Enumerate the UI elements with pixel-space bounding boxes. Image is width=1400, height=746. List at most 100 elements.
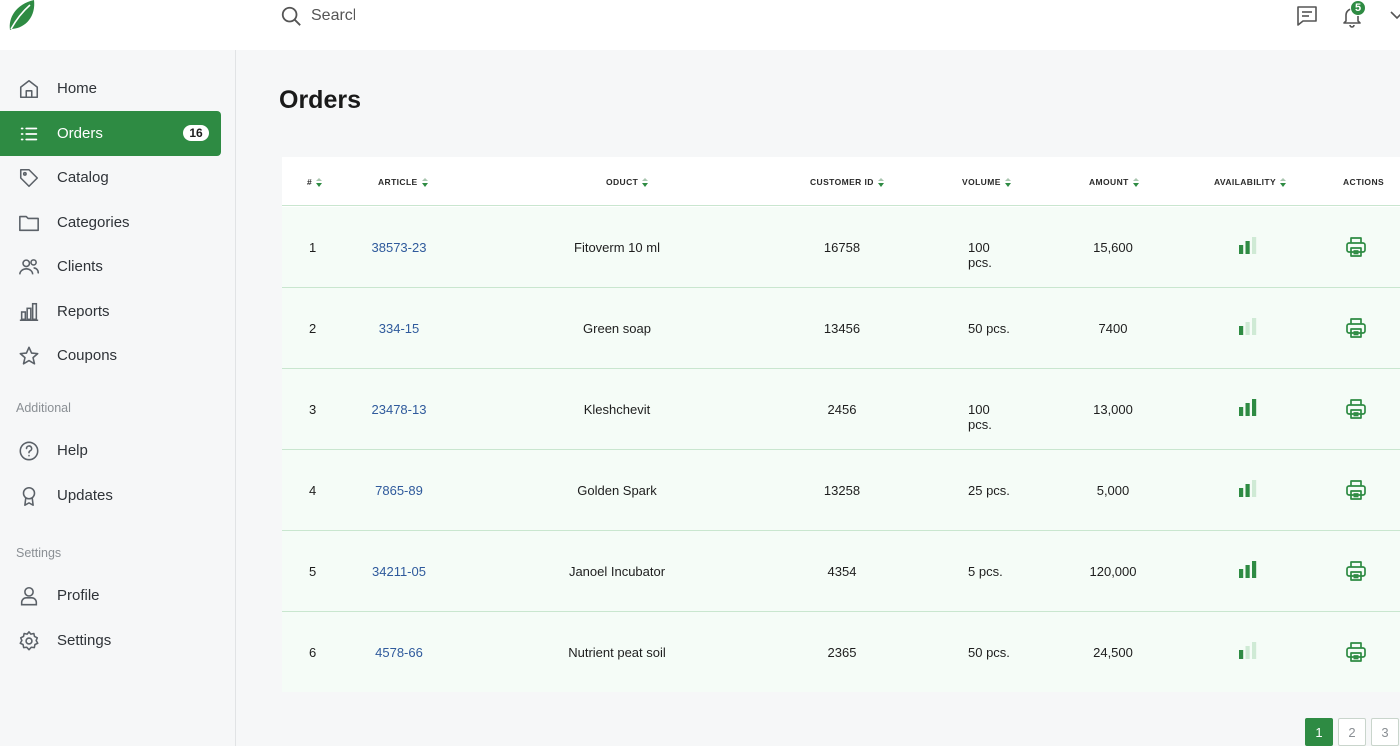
sidebar-item-profile[interactable]: Profile xyxy=(0,573,221,618)
sidebar-item-coupons[interactable]: Coupons xyxy=(0,333,221,378)
column-header-availability[interactable]: AVAILABILITY xyxy=(1214,177,1287,187)
availability-bar xyxy=(1245,565,1250,578)
row-number: 3 xyxy=(309,402,317,417)
article-link[interactable]: 7865-89 xyxy=(375,483,423,498)
column-header-article[interactable]: ARTICLE xyxy=(378,177,428,187)
availability-bar xyxy=(1245,322,1250,335)
printer-icon[interactable] xyxy=(1344,640,1368,664)
search-bar xyxy=(280,4,355,28)
availability-bars-icon xyxy=(1239,480,1257,497)
table-row[interactable]: 4 7865-89 Golden Spark 13258 25 pcs. 5,000 xyxy=(282,450,1400,531)
chevron-down-icon[interactable] xyxy=(1390,8,1400,22)
availability-bars-icon xyxy=(1239,237,1257,254)
page-button[interactable]: 2 xyxy=(1338,718,1366,746)
printer-icon[interactable] xyxy=(1344,559,1368,583)
availability-bars-icon xyxy=(1239,642,1257,659)
sidebar-item-reports[interactable]: Reports xyxy=(0,289,221,334)
sort-icon xyxy=(421,177,428,187)
row-number: 1 xyxy=(309,240,317,255)
row-number: 2 xyxy=(309,321,317,336)
volume-cell: 100 pcs. xyxy=(968,402,992,432)
sidebar-item-home[interactable]: Home xyxy=(0,66,221,111)
volume-value: 100 xyxy=(968,240,990,255)
availability-bar xyxy=(1239,407,1244,416)
page-button[interactable]: 3 xyxy=(1371,718,1399,746)
customer-id: 13456 xyxy=(823,321,861,336)
column-header-label: ACTIONS xyxy=(1343,177,1385,187)
volume-value: 50 pcs. xyxy=(968,645,1010,660)
sidebar-item-catalog[interactable]: Catalog xyxy=(0,155,221,200)
leaf-logo-icon[interactable] xyxy=(6,0,36,32)
sidebar-item-orders[interactable]: Orders 16 xyxy=(0,111,221,156)
product-name: Fitoverm 10 ml xyxy=(574,240,660,255)
column-header-label: AMOUNT xyxy=(1089,177,1129,187)
product-name: Green soap xyxy=(583,321,651,336)
product-name: Kleshchevit xyxy=(583,402,651,417)
availability-bar xyxy=(1252,642,1257,659)
sidebar-item-label: Clients xyxy=(57,258,103,275)
printer-icon[interactable] xyxy=(1344,478,1368,502)
article-link[interactable]: 334-15 xyxy=(378,321,420,336)
availability-bar xyxy=(1239,569,1244,578)
printer-icon[interactable] xyxy=(1344,235,1368,259)
article-link[interactable]: 34211-05 xyxy=(372,564,426,579)
column-header-label: AVAILABILITY xyxy=(1214,177,1277,187)
row-number: 4 xyxy=(309,483,317,498)
customer-id: 16758 xyxy=(823,240,861,255)
column-header-product[interactable]: ODUCT xyxy=(606,177,649,187)
sidebar-item-label: Orders xyxy=(57,125,103,142)
volume-unit: pcs. xyxy=(968,417,992,432)
table-row[interactable]: 6 4578-66 Nutrient peat soil 2365 50 pcs. 24,… xyxy=(282,612,1400,692)
availability-bar xyxy=(1252,399,1257,416)
availability-bar xyxy=(1252,237,1257,254)
search-input[interactable] xyxy=(311,7,355,25)
settings-section-label: Settings xyxy=(16,546,62,560)
column-header-customer-id[interactable]: CUSTOMER ID xyxy=(810,177,884,187)
availability-bars-icon xyxy=(1239,318,1257,335)
sidebar-item-label: Catalog xyxy=(57,169,109,186)
sidebar-item-label: Updates xyxy=(57,487,113,504)
search-icon[interactable] xyxy=(280,5,302,27)
sidebar-item-help[interactable]: Help xyxy=(0,428,221,473)
table-row[interactable]: 3 23478-13 Kleshchevit 2456 100 pcs. 13,000 xyxy=(282,369,1400,450)
printer-icon[interactable] xyxy=(1344,397,1368,421)
column-header-number[interactable]: # xyxy=(307,177,323,187)
sidebar-item-label: Coupons xyxy=(57,347,118,364)
help-icon xyxy=(19,441,39,460)
amount: 5,000 xyxy=(1096,483,1130,498)
volume-value: 50 pcs. xyxy=(968,321,1010,336)
sidebar-item-updates[interactable]: Updates xyxy=(0,473,221,518)
row-number: 6 xyxy=(309,645,317,660)
amount: 13,000 xyxy=(1093,402,1133,417)
top-bar: 5 xyxy=(0,0,1400,50)
volume-cell: 50 pcs. xyxy=(968,645,1010,660)
sidebar-item-settings[interactable]: Settings xyxy=(0,618,221,663)
sidebar-item-clients[interactable]: Clients xyxy=(0,244,221,289)
column-header-amount[interactable]: AMOUNT xyxy=(1089,177,1139,187)
availability-bar xyxy=(1245,646,1250,659)
table-row[interactable]: 1 38573-23 Fitoverm 10 ml 16758 100 pcs. 15,60… xyxy=(282,207,1400,288)
message-icon[interactable] xyxy=(1295,4,1319,28)
printer-icon[interactable] xyxy=(1344,316,1368,340)
availability-bars-icon xyxy=(1239,399,1257,416)
bar-chart-icon xyxy=(19,302,39,321)
sort-icon xyxy=(877,177,884,187)
availability-bar xyxy=(1245,403,1250,416)
sort-icon xyxy=(1280,177,1287,187)
table-row[interactable]: 2 334-15 Green soap 13456 50 pcs. 7400 xyxy=(282,288,1400,369)
column-header-label: CUSTOMER ID xyxy=(810,177,874,187)
article-link[interactable]: 38573-23 xyxy=(371,240,427,255)
sidebar-item-label: Help xyxy=(57,442,88,459)
notification-badge: 5 xyxy=(1350,0,1366,16)
table-row[interactable]: 5 34211-05 Janoel Incubator 4354 5 pcs. 120,0… xyxy=(282,531,1400,612)
sidebar-item-label: Profile xyxy=(57,587,100,604)
amount: 120,000 xyxy=(1089,564,1137,579)
article-link[interactable]: 23478-13 xyxy=(371,402,427,417)
article-link[interactable]: 4578-66 xyxy=(375,645,423,660)
column-header-label: ODUCT xyxy=(606,177,639,187)
sidebar-item-categories[interactable]: Categories xyxy=(0,200,221,245)
customer-id: 2456 xyxy=(827,402,857,417)
column-header-volume[interactable]: VOLUME xyxy=(962,177,1011,187)
page-button[interactable]: 1 xyxy=(1305,718,1333,746)
customer-id: 2365 xyxy=(827,645,857,660)
